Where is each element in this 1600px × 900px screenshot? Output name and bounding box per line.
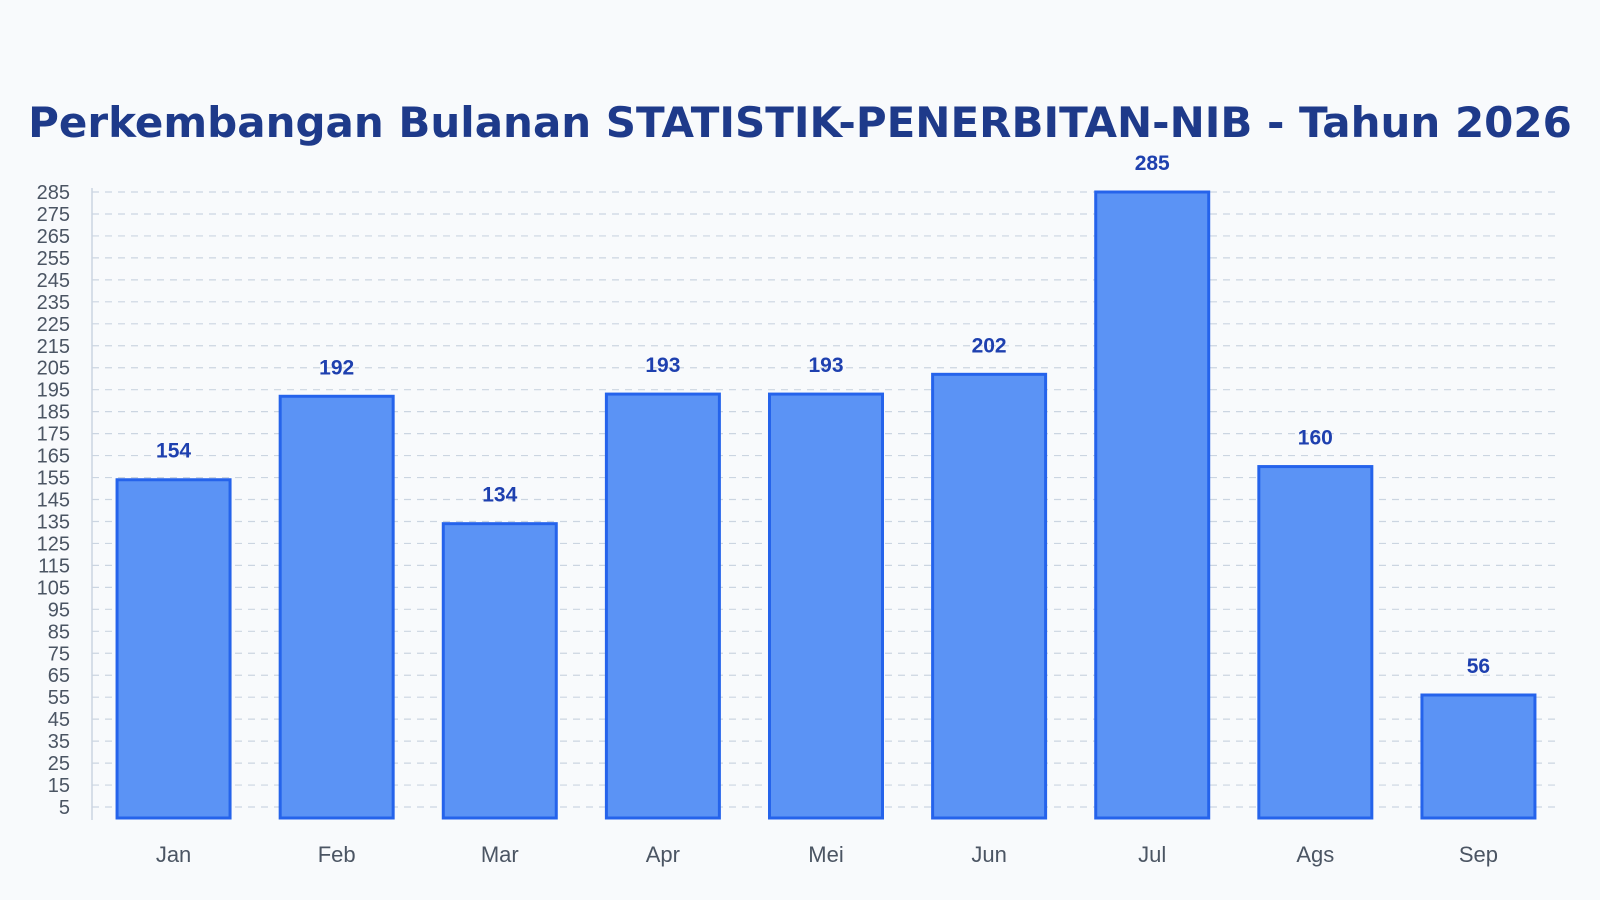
y-tick-label: 5 (59, 797, 70, 819)
y-tick-label: 55 (48, 687, 70, 709)
y-tick-label: 225 (37, 314, 70, 336)
y-tick-label: 265 (37, 226, 70, 248)
bar (768, 392, 884, 820)
x-tick-label: Mar (481, 842, 519, 867)
y-axis: 5152535455565758595105115125135145155165… (37, 182, 93, 820)
bar-value-label: 154 (156, 440, 191, 463)
x-tick-label: Mei (808, 842, 843, 867)
y-tick-label: 45 (48, 709, 70, 731)
y-tick-label: 205 (37, 358, 70, 380)
y-tick-label: 65 (48, 665, 70, 687)
bar (441, 522, 558, 820)
bar-value-label: 285 (1135, 152, 1170, 175)
y-tick-label: 285 (37, 182, 70, 204)
bar (278, 394, 395, 820)
y-tick-label: 155 (37, 468, 70, 490)
x-tick-label: Ags (1296, 842, 1334, 867)
y-tick-label: 35 (48, 731, 70, 753)
y-tick-label: 255 (37, 248, 70, 270)
x-tick-label: Sep (1459, 842, 1498, 867)
labels: 154 Jan 192 Feb 134 Mar 193 Apr 193 Mei 202 Jun 285 J… (156, 152, 1498, 867)
x-tick-label: Jun (971, 842, 1006, 867)
y-tick-label: 95 (48, 599, 70, 621)
x-tick-label: Feb (318, 842, 356, 867)
y-tick-label: 75 (48, 643, 70, 665)
bars (115, 190, 1537, 820)
chart-title: Perkembangan Bulanan STATISTIK-PENERBITA… (28, 98, 1572, 147)
y-tick-label: 175 (37, 424, 70, 446)
y-tick-label: 215 (37, 336, 70, 358)
y-tick-label: 25 (48, 753, 70, 775)
bar-value-label: 192 (319, 356, 354, 379)
bar-value-label: 202 (972, 334, 1007, 357)
bar (931, 372, 1048, 820)
bar-value-label: 160 (1298, 427, 1333, 450)
bar-value-label: 193 (645, 354, 680, 377)
y-tick-label: 275 (37, 204, 70, 226)
x-tick-label: Jan (156, 842, 191, 867)
bar (1257, 465, 1374, 820)
y-tick-label: 135 (37, 511, 70, 533)
y-tick-label: 195 (37, 380, 70, 402)
bar (1420, 693, 1537, 820)
x-tick-label: Jul (1138, 842, 1166, 867)
x-tick-label: Apr (646, 842, 680, 867)
bar-value-label: 134 (482, 484, 517, 507)
y-tick-label: 245 (37, 270, 70, 292)
y-tick-label: 235 (37, 292, 70, 314)
y-tick-label: 105 (37, 577, 70, 599)
y-tick-label: 15 (48, 775, 70, 797)
y-tick-label: 165 (37, 446, 70, 468)
y-tick-label: 85 (48, 621, 70, 643)
y-tick-label: 115 (38, 555, 70, 577)
bar (604, 392, 721, 820)
bar (115, 478, 232, 820)
y-tick-label: 185 (37, 402, 70, 424)
y-tick-label: 125 (37, 533, 70, 555)
y-tick-label: 145 (37, 490, 70, 512)
bar-value-label: 193 (808, 354, 843, 377)
bar-value-label: 56 (1467, 655, 1490, 678)
bar (1094, 190, 1211, 820)
